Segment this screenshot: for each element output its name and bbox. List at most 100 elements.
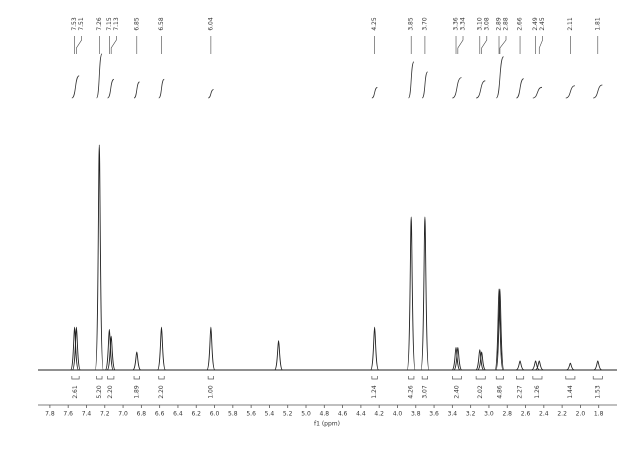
peak-label: 6.58 [158,17,165,31]
peak [535,360,544,371]
integral-curve [565,85,576,99]
x-tick-label: 6.2 [191,411,201,418]
peak-leader [481,36,488,54]
integral-label: 1.00 [207,385,214,399]
x-axis-title: f1 (ppm) [314,421,340,428]
x-tick-label: 5.0 [301,411,311,418]
integral-curve [371,87,378,99]
integral-bracket [565,376,576,380]
peak-label: 2.66 [517,17,524,31]
peak-label: 3.36 [453,17,460,31]
x-tick-label: 5.2 [283,411,293,418]
integral-bracket [96,376,103,380]
integral-curve [516,78,524,99]
peak-label: 6.04 [207,17,214,31]
x-tick-label: 2.8 [502,411,512,418]
peak-label: 2.88 [503,17,510,31]
peak-label: 7.51 [78,17,85,31]
x-tick-label: 6.0 [210,411,220,418]
integral-label: 4.26 [408,385,415,399]
integral-label: 2.20 [158,385,165,399]
x-tick-label: 6.4 [173,411,183,418]
integral-label: 5.20 [96,385,103,399]
x-tick-label: 3.8 [411,411,421,418]
integral-label: 2.27 [517,385,524,399]
peak-label: 2.49 [532,17,539,31]
integral-label: 1.24 [371,385,378,399]
integral-bracket [421,376,429,380]
integral-bracket [452,376,462,380]
x-tick-label: 5.6 [246,411,256,418]
x-tick-label: 7.0 [118,411,128,418]
integral-bracket [516,376,525,380]
integral-bracket [158,376,165,380]
x-tick-label: 4.0 [393,411,403,418]
peak [477,351,487,371]
x-tick-label: 7.2 [100,411,110,418]
x-tick-label: 7.8 [45,411,55,418]
peak-label: 3.34 [460,17,467,31]
peak-label: 1.81 [594,17,601,31]
peak-leader [538,36,543,54]
integral-curve [495,56,504,99]
x-tick-label: 2.6 [521,411,531,418]
peak-label: 7.15 [106,17,113,31]
peak-leader [76,36,82,54]
peak-label: 3.70 [421,17,428,31]
peak [494,288,504,371]
integral-label: 1.53 [594,385,601,399]
x-tick-label: 2.2 [557,411,567,418]
integral-curve [475,80,486,99]
integral-label: 2.61 [72,385,79,399]
integral-label: 1.89 [133,385,140,399]
peak-label: 7.53 [71,17,78,31]
x-tick-label: 6.8 [137,411,147,418]
integral-curve [158,78,165,99]
integral-curve [96,53,103,99]
integral-bracket [133,376,140,380]
integral-bracket [592,376,603,380]
peak [566,362,575,371]
integral-label: 1.44 [567,385,574,399]
integral-label: 2.40 [453,385,460,399]
x-tick-label: 5.8 [228,411,238,418]
integral-bracket [475,376,486,380]
integral-curve [452,77,462,99]
x-tick-label: 2.4 [539,411,549,418]
x-tick-label: 4.6 [338,411,348,418]
x-tick-label: 7.6 [63,411,73,418]
integral-label: 2.20 [107,385,114,399]
x-tick-label: 3.4 [448,411,458,418]
peak-label: 7.13 [113,17,120,31]
x-tick-label: 4.8 [320,411,330,418]
integral-curve [421,71,429,99]
x-tick-label: 3.2 [466,411,476,418]
peak-leader [457,36,464,54]
integral-bracket [532,376,543,380]
integral-label: 2.02 [477,385,484,399]
integral-bracket [371,376,378,380]
x-tick-label: 7.4 [82,411,92,418]
peak [70,326,80,371]
integral-bracket [107,376,115,380]
integral-bracket [495,376,504,380]
peak-label: 3.85 [408,17,415,31]
integral-curve [593,84,603,99]
peak-leader [110,36,117,54]
x-tick-label: 1.8 [594,411,604,418]
peak [157,326,166,371]
peak [206,326,216,371]
integral-bracket [207,376,214,380]
x-tick-label: 3.6 [429,411,439,418]
integral-curve [71,75,80,99]
peak-label: 2.89 [496,17,503,31]
x-tick-label: 4.4 [356,411,366,418]
x-tick-label: 3.0 [484,411,494,418]
integral-label: 3.07 [421,385,428,399]
peak [274,340,284,371]
peak-label: 2.45 [539,17,546,31]
peak [495,288,505,371]
integral-curve [107,78,115,99]
peak-label: 4.25 [371,17,378,31]
peak [71,326,81,371]
